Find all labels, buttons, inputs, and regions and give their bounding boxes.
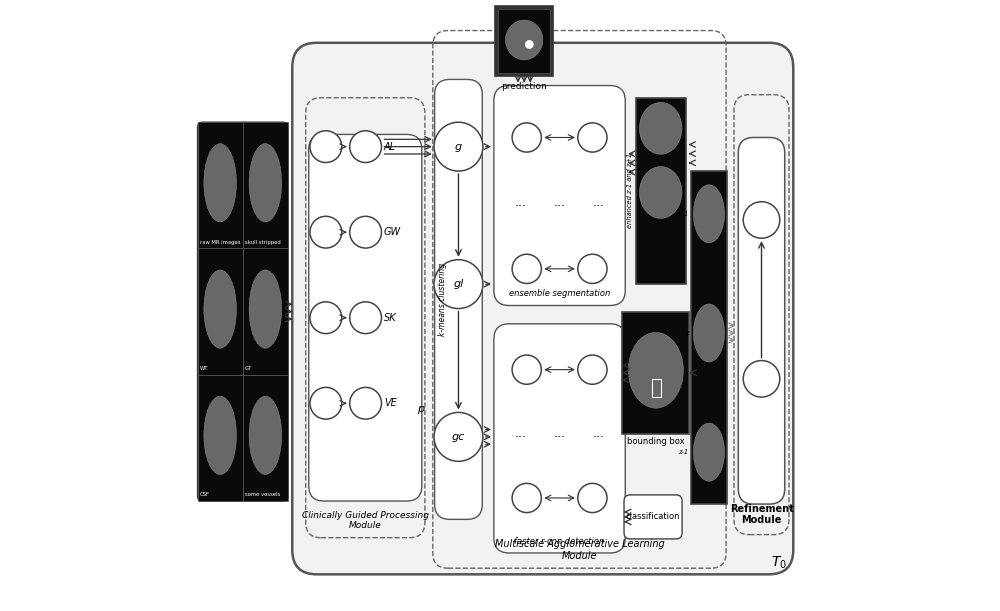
Circle shape [350,387,381,419]
FancyBboxPatch shape [198,122,288,501]
Text: z: z [685,330,688,336]
Text: some vessels: some vessels [245,492,281,497]
Ellipse shape [639,102,682,155]
Ellipse shape [249,396,282,475]
Text: enhanced z-1 and z+1: enhanced z-1 and z+1 [627,153,633,229]
Text: classification: classification [626,513,680,521]
Text: CSF: CSF [200,492,210,497]
Text: bounding box: bounding box [627,437,685,447]
Circle shape [578,355,607,384]
Ellipse shape [693,423,725,481]
Ellipse shape [204,396,236,475]
Circle shape [310,302,342,334]
Text: SK: SK [384,313,397,323]
Text: skull stripped: skull stripped [245,240,281,245]
Circle shape [512,483,541,513]
Ellipse shape [204,270,236,348]
Bar [198,375,243,501]
Circle shape [310,387,342,419]
Bar [622,312,689,434]
Text: GW: GW [384,227,401,237]
Circle shape [310,131,342,163]
Bar [498,9,550,73]
Bar [691,171,727,504]
Text: z-1: z-1 [678,449,688,455]
FancyBboxPatch shape [292,43,793,574]
Bar [198,249,243,375]
Ellipse shape [204,144,236,222]
Ellipse shape [693,185,725,243]
Text: ...: ... [554,427,566,441]
Ellipse shape [249,270,282,348]
Circle shape [434,122,483,171]
Circle shape [350,131,381,163]
Circle shape [578,483,607,513]
Circle shape [434,412,483,461]
Text: AL: AL [384,142,396,152]
Circle shape [526,41,533,48]
Circle shape [512,254,541,284]
Text: ...: ... [554,196,566,210]
Bar [495,6,553,76]
Text: ...: ... [593,427,605,441]
Text: prediction: prediction [501,82,547,92]
Bar [198,122,243,249]
FancyBboxPatch shape [309,134,422,501]
Text: ...: ... [514,196,526,210]
Ellipse shape [693,304,725,362]
Text: WT: WT [200,366,208,371]
Bar [243,122,288,249]
Text: p: p [418,404,425,414]
Bar [636,98,686,284]
Text: ...: ... [514,427,526,441]
Bar [652,379,661,397]
FancyBboxPatch shape [435,79,482,519]
Circle shape [434,260,483,309]
Text: ensemble segmentation: ensemble segmentation [509,289,610,298]
Text: g: g [455,142,462,152]
Text: k-means clustering: k-means clustering [438,263,447,336]
Circle shape [743,360,780,397]
Circle shape [350,216,381,248]
Circle shape [310,216,342,248]
FancyBboxPatch shape [624,495,682,539]
FancyBboxPatch shape [738,137,785,504]
Text: Clinically Guided Processing
Module: Clinically Guided Processing Module [302,511,429,530]
Ellipse shape [505,20,543,60]
Text: z+1: z+1 [675,211,688,217]
Circle shape [578,254,607,284]
Text: faster r-cnn detection: faster r-cnn detection [514,536,605,546]
Ellipse shape [249,144,282,222]
FancyBboxPatch shape [494,324,625,553]
Text: Refinement
Module: Refinement Module [730,504,793,525]
Text: Multiscale Agglomerative Learning
Module: Multiscale Agglomerative Learning Module [495,540,664,561]
Circle shape [743,202,780,238]
Text: GT: GT [245,366,252,371]
Text: gl: gl [453,279,464,289]
Bar [243,249,288,375]
FancyBboxPatch shape [494,86,625,306]
Text: gc: gc [452,432,465,442]
Circle shape [512,123,541,152]
Text: raw MR images: raw MR images [200,240,240,245]
Circle shape [578,123,607,152]
Text: ...: ... [593,196,605,210]
Ellipse shape [628,332,683,408]
Text: $T_0$: $T_0$ [771,555,787,571]
Bar [243,375,288,501]
Circle shape [350,302,381,334]
Circle shape [512,355,541,384]
Text: VE: VE [384,398,397,408]
Ellipse shape [639,166,682,218]
